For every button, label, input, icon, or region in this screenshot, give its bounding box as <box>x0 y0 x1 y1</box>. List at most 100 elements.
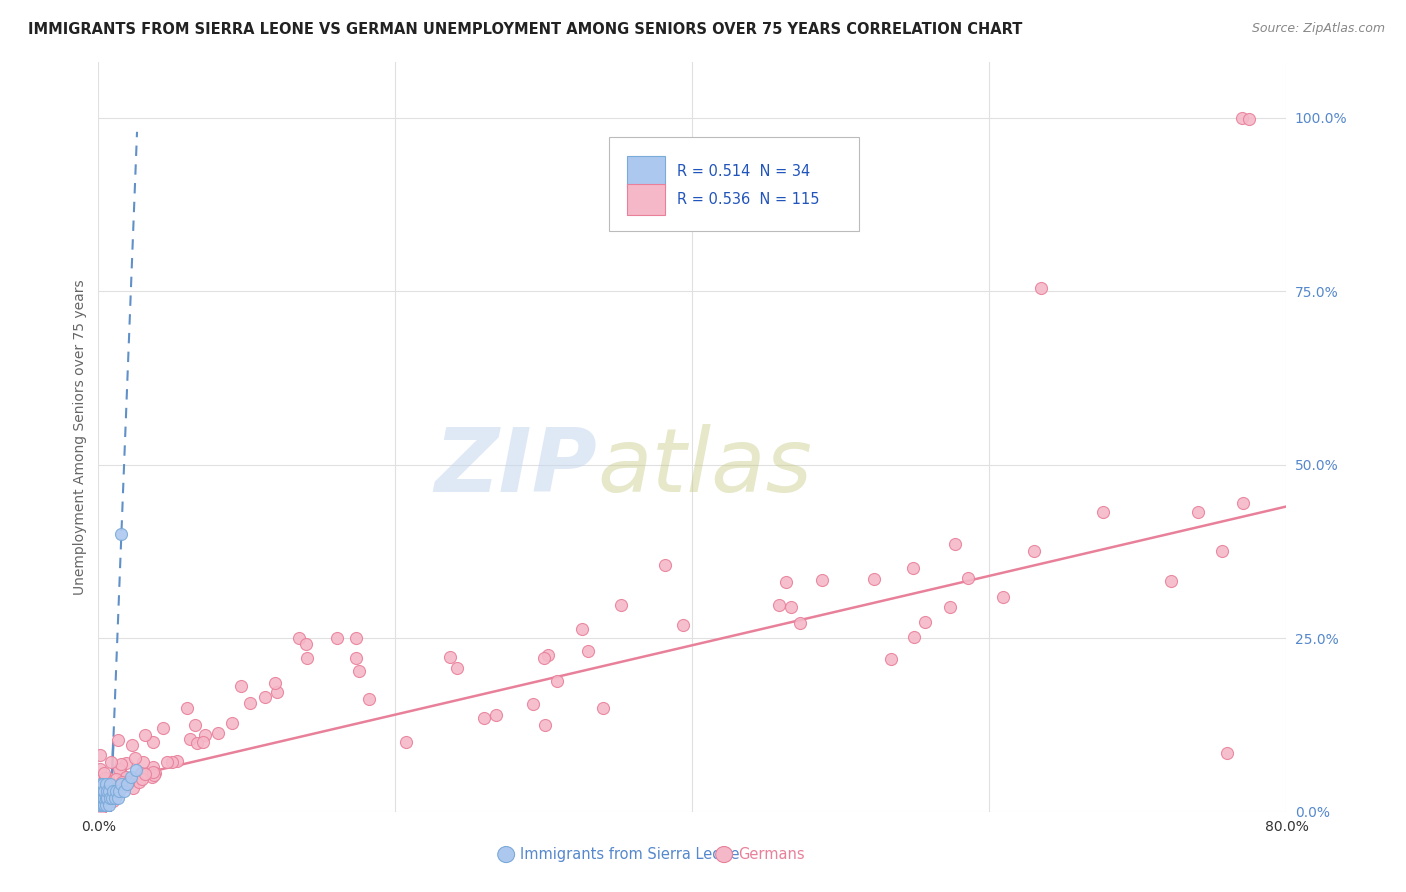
Point <box>254 690 277 704</box>
Point <box>186 736 208 750</box>
Point <box>143 766 166 780</box>
Point <box>98 790 121 805</box>
Point <box>89 790 111 805</box>
Point <box>90 801 112 815</box>
Point <box>534 718 557 732</box>
Point <box>485 708 508 723</box>
Point <box>115 756 138 770</box>
Point <box>98 776 121 790</box>
Point <box>91 777 114 791</box>
Point <box>93 790 115 805</box>
Point <box>1160 574 1182 588</box>
Text: Immigrants from Sierra Leone: Immigrants from Sierra Leone <box>520 847 740 862</box>
Point <box>105 784 128 798</box>
Point <box>101 790 124 805</box>
Point <box>359 691 381 706</box>
Point <box>943 537 966 551</box>
Point <box>1091 505 1114 519</box>
Point <box>94 790 117 805</box>
Point <box>472 710 495 724</box>
Point <box>131 772 153 787</box>
Text: Germans: Germans <box>738 847 804 862</box>
Point <box>89 797 111 812</box>
Point <box>221 716 243 731</box>
Point <box>654 558 676 573</box>
Point <box>179 731 201 746</box>
Point <box>103 784 125 798</box>
Point <box>94 797 117 812</box>
Point <box>229 679 252 693</box>
Point <box>142 735 165 749</box>
Point <box>111 774 134 789</box>
Point <box>91 784 114 798</box>
Point <box>97 771 120 785</box>
Text: atlas: atlas <box>598 424 813 510</box>
Point <box>193 728 215 742</box>
Point <box>863 572 886 586</box>
Point <box>108 778 131 792</box>
Point <box>1031 281 1053 295</box>
Y-axis label: Unemployment Among Seniors over 75 years: Unemployment Among Seniors over 75 years <box>73 279 87 595</box>
Point <box>134 728 156 742</box>
Point <box>128 775 150 789</box>
Point <box>775 574 797 589</box>
Point <box>91 790 114 805</box>
Point <box>325 631 347 645</box>
Point <box>93 797 115 812</box>
Point <box>101 794 124 808</box>
Point <box>93 772 115 786</box>
Point <box>100 756 122 770</box>
Text: Source: ZipAtlas.com: Source: ZipAtlas.com <box>1251 22 1385 36</box>
Point <box>94 792 117 806</box>
Point <box>239 696 262 710</box>
Point <box>107 790 129 805</box>
Point <box>98 777 121 791</box>
Text: IMMIGRANTS FROM SIERRA LEONE VS GERMAN UNEMPLOYMENT AMONG SENIORS OVER 75 YEARS : IMMIGRANTS FROM SIERRA LEONE VS GERMAN U… <box>28 22 1022 37</box>
Point <box>264 676 287 690</box>
Point <box>105 772 128 787</box>
Point <box>266 685 288 699</box>
Point <box>115 777 138 791</box>
Point <box>122 780 145 795</box>
Point <box>142 760 165 774</box>
Point <box>121 738 143 752</box>
Point <box>183 717 205 731</box>
Point <box>991 590 1014 604</box>
Point <box>156 756 179 770</box>
Point <box>91 794 114 808</box>
Point <box>91 792 114 806</box>
Point <box>672 617 695 632</box>
Point <box>90 784 112 798</box>
Point <box>914 615 936 629</box>
Point <box>193 735 215 749</box>
Point <box>1187 505 1209 519</box>
Point <box>344 632 367 646</box>
Point <box>114 770 136 784</box>
Point <box>110 527 132 541</box>
Point <box>93 765 115 780</box>
Point <box>287 632 309 646</box>
Point <box>94 777 117 791</box>
Point <box>105 788 128 802</box>
Point <box>90 800 112 814</box>
Point <box>1216 746 1239 760</box>
Point <box>592 701 614 715</box>
Point <box>956 571 979 585</box>
Point <box>344 651 367 665</box>
Point <box>110 756 132 771</box>
Point <box>1230 111 1253 125</box>
Point <box>108 764 131 778</box>
Point <box>141 770 163 784</box>
Point <box>1211 544 1233 558</box>
Point <box>446 661 468 675</box>
Point <box>110 777 132 791</box>
Point <box>1022 543 1045 558</box>
Point <box>91 797 114 812</box>
Point <box>880 652 903 666</box>
Point <box>571 622 593 636</box>
Point <box>96 790 118 805</box>
Point <box>90 797 112 812</box>
Point <box>120 770 142 784</box>
Point <box>90 777 112 791</box>
Point <box>131 755 153 769</box>
